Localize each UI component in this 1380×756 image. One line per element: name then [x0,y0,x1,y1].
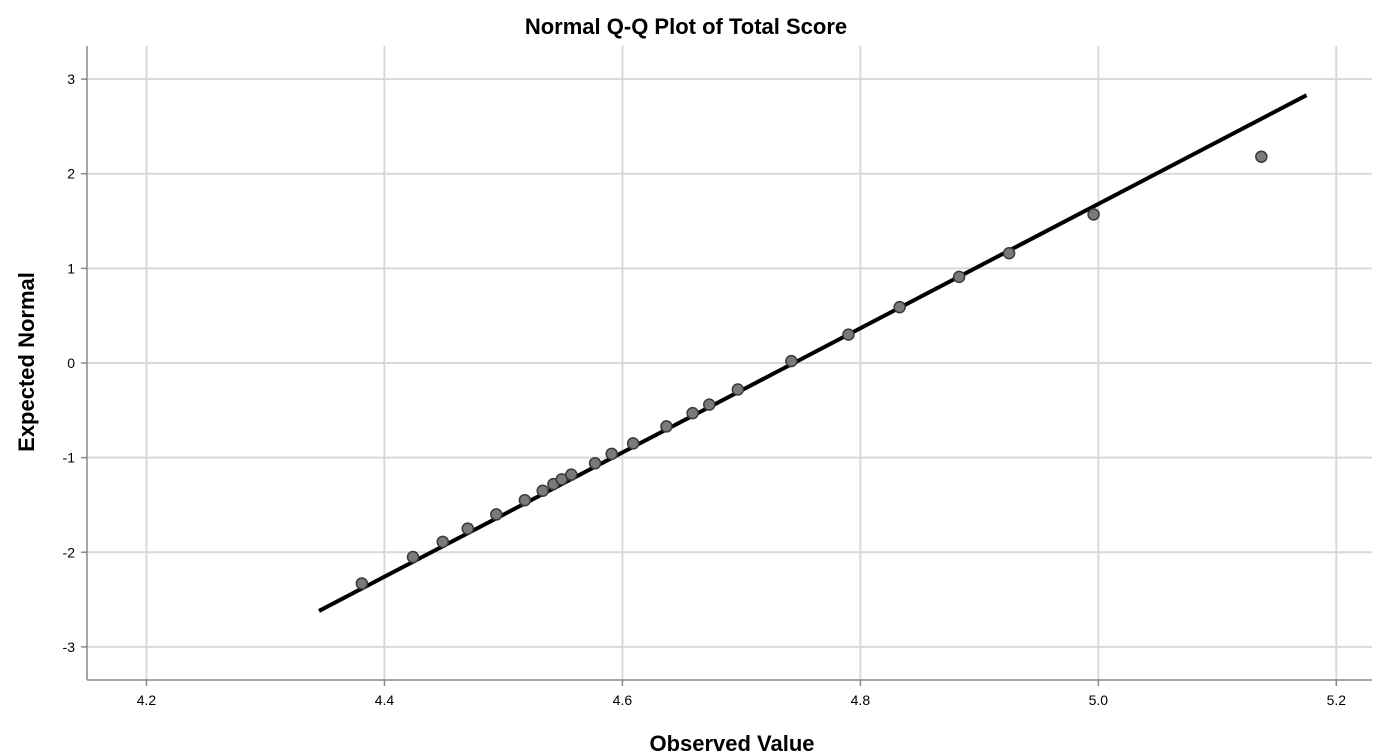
data-point-22 [1087,208,1100,221]
data-point-18 [842,328,855,341]
x-tick-label-3: 4.8 [851,692,871,708]
data-point-11 [605,447,618,461]
reference-line-group [318,93,1308,613]
data-point-4 [490,508,503,521]
data-point-17 [785,354,798,368]
data-point-10 [588,457,602,470]
data-point-15 [703,398,716,411]
y-axis-label: Expected Normal [14,272,39,452]
data-point-23 [1255,150,1268,163]
data-point-21 [1002,246,1016,260]
data-point-13 [660,420,673,433]
x-tick-label-5: 5.2 [1327,692,1347,708]
y-tick-label-3: 0 [67,355,75,371]
data-point-16 [731,383,745,396]
y-tick-label-2: 1 [67,260,75,276]
data-point-2 [436,535,450,549]
data-point-12 [626,437,640,450]
data-point-19 [893,300,906,314]
data-point-0 [355,577,369,590]
data-point-20 [952,270,966,284]
axes [81,46,1372,686]
y-axis-ticks: 3 2 1 0 -1 -2 -3 [63,71,76,655]
y-tick-label-5: -2 [63,544,76,560]
data-point-14 [686,406,699,420]
y-tick-label-4: -1 [63,450,76,466]
data-point-5 [518,493,532,507]
x-tick-label-0: 4.2 [137,692,157,708]
x-tick-label-4: 5.0 [1089,692,1109,708]
data-points [355,150,1268,590]
data-point-1 [406,550,420,564]
x-tick-label-1: 4.4 [375,692,395,708]
data-point-9 [565,468,578,481]
y-tick-label-1: 2 [67,166,75,182]
data-point-6 [536,484,549,497]
data-point-3 [461,522,474,535]
x-tick-label-2: 4.6 [613,692,633,708]
x-axis-label: Observed Value [649,731,814,756]
reference-line [318,93,1308,613]
chart-title: Normal Q-Q Plot of Total Score [525,14,847,39]
y-tick-label-6: -3 [63,639,76,655]
y-tick-label-0: 3 [67,71,75,87]
x-axis-ticks: 4.2 4.4 4.6 4.8 5.0 5.2 [137,692,1346,708]
grid [87,46,1372,680]
